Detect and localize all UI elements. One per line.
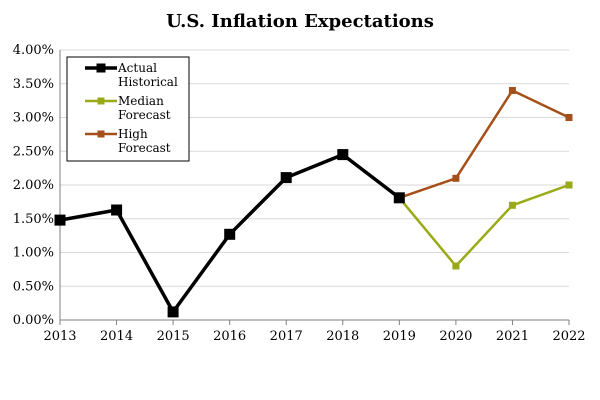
data-point <box>565 181 573 189</box>
y-tick-label: 3.50% <box>13 77 54 92</box>
y-tick-label: 1.00% <box>13 246 54 261</box>
y-tick-label: 4.00% <box>13 43 54 58</box>
x-tick-label: 2013 <box>43 329 76 344</box>
x-tick-label: 2020 <box>439 329 472 344</box>
data-point <box>508 201 516 209</box>
y-tick-label: 0.50% <box>13 279 54 294</box>
x-tick-label: 2021 <box>496 329 529 344</box>
legend-swatch-marker <box>97 97 105 105</box>
x-tick-label: 2017 <box>270 329 303 344</box>
y-tick-label: 0.00% <box>13 313 54 328</box>
x-tick-label: 2019 <box>383 329 416 344</box>
chart-title: U.S. Inflation Expectations <box>166 11 434 32</box>
x-tick-label: 2015 <box>157 329 190 344</box>
data-point <box>54 214 66 226</box>
x-tick-label: 2022 <box>552 329 585 344</box>
y-axis-ticks: 0.00% 0.50% 1.00% 1.50% 2.00% 2.50% 3.00% 3.50%… <box>13 43 54 328</box>
legend-label: Actual <box>117 61 157 75</box>
legend-label: Forecast <box>118 141 171 155</box>
data-point <box>167 306 179 318</box>
series-group <box>54 87 573 318</box>
y-tick-label: 2.00% <box>13 178 54 193</box>
data-point <box>452 262 460 270</box>
y-tick-label: 2.50% <box>13 144 54 159</box>
data-point <box>393 192 405 204</box>
legend-label: Forecast <box>118 108 171 122</box>
y-tick-label: 1.50% <box>13 212 54 227</box>
legend: ActualHistoricalMedianForecastHighForeca… <box>66 56 190 162</box>
legend-label: Historical <box>118 75 178 89</box>
data-point <box>508 87 516 94</box>
legend-swatch-marker <box>97 130 105 138</box>
legend-label: High <box>118 127 148 141</box>
legend-box <box>66 56 190 162</box>
x-tick-label: 2014 <box>100 329 133 344</box>
legend-label: Median <box>118 94 164 108</box>
y-tick-label: 3.00% <box>13 111 54 126</box>
data-point <box>452 174 460 182</box>
axes <box>59 50 569 321</box>
x-axis-ticks: 2013 2014 2015 2016 2017 2018 2019 2020 2021 2022 <box>43 320 586 344</box>
data-point <box>280 172 292 184</box>
data-point <box>111 204 123 216</box>
x-tick-label: 2016 <box>213 329 246 344</box>
x-tick-label: 2018 <box>326 329 359 344</box>
series-line-median-forecast <box>398 183 570 268</box>
legend-swatch-marker <box>96 63 106 73</box>
series-line-high-forecast <box>398 89 570 199</box>
data-point <box>565 114 573 121</box>
data-point <box>224 228 236 240</box>
data-point <box>337 149 349 161</box>
